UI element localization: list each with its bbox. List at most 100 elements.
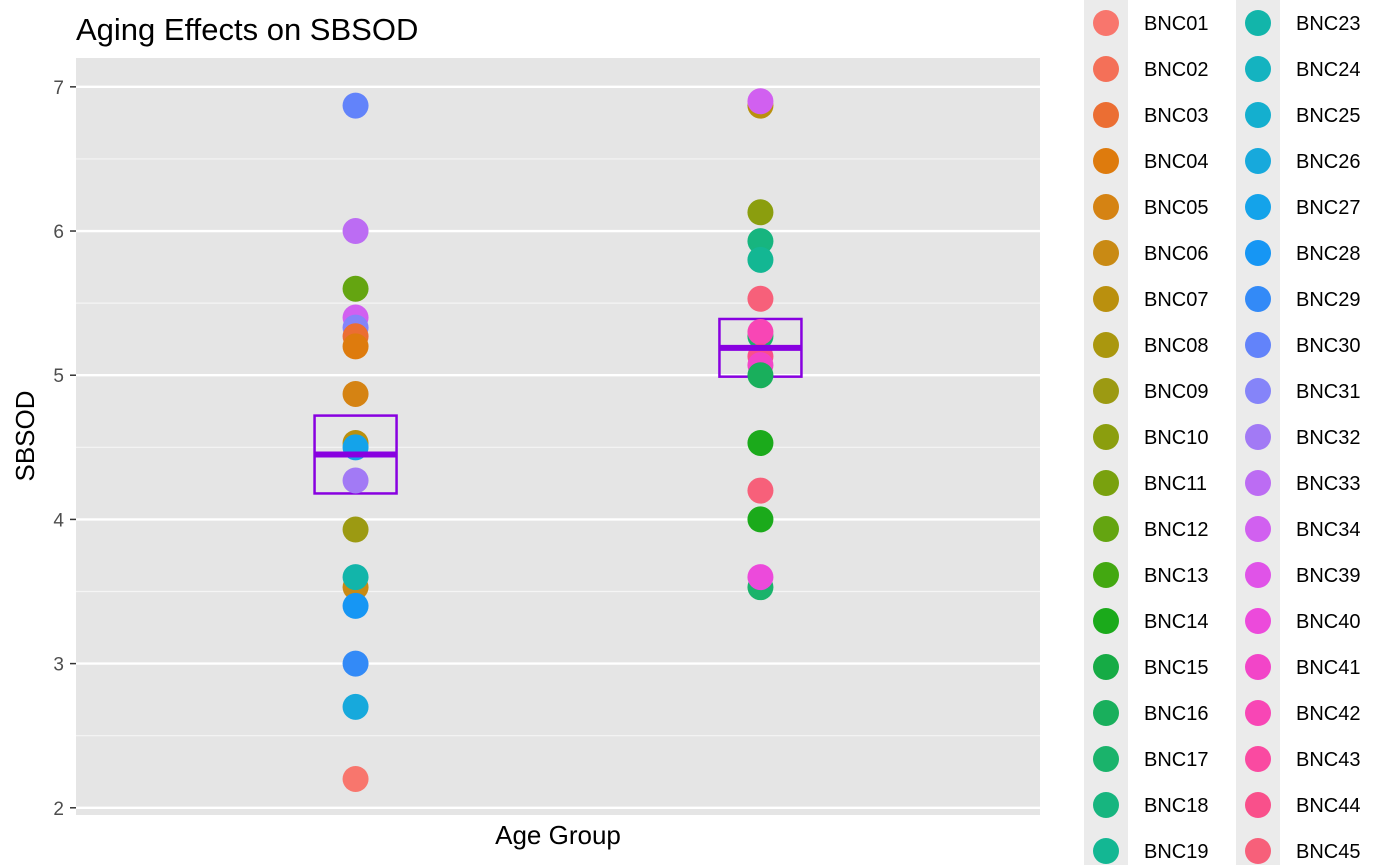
data-point [342,765,369,792]
legend-label: BNC29 [1296,289,1360,311]
legend-key [1245,608,1271,634]
legend-label: BNC31 [1296,381,1360,403]
legend-key [1245,332,1271,358]
data-point [747,246,774,273]
y-tick-label: 3 [53,655,64,676]
data-point [342,218,369,245]
legend-label: BNC42 [1296,703,1360,725]
legend-label: BNC16 [1144,703,1208,725]
legend-label: BNC05 [1144,197,1208,219]
data-point [747,318,774,345]
data-point [747,564,774,591]
legend-key [1245,792,1271,818]
legend-key [1093,792,1119,818]
legend-label: BNC25 [1296,105,1360,127]
legend-key [1093,102,1119,128]
legend-key [1093,10,1119,36]
legend-key [1245,378,1271,404]
legend-label: BNC15 [1144,657,1208,679]
legend-key [1245,838,1271,864]
y-tick-label: 6 [53,222,64,243]
legend-key [1245,148,1271,174]
data-point [342,564,369,591]
legend-label: BNC10 [1144,427,1208,449]
legend-label: BNC24 [1296,59,1360,81]
legend-key [1245,286,1271,312]
gridlines [76,85,1040,809]
legend-key [1093,424,1119,450]
legend-label: BNC26 [1296,151,1360,173]
legend-label: BNC39 [1296,565,1360,587]
chart-title: Aging Effects on SBSOD [76,12,418,47]
legend-key [1093,700,1119,726]
legend-key [1093,654,1119,680]
y-axis: 2 3 4 5 6 7 [53,78,76,820]
data-point [747,88,774,115]
legend-label: BNC30 [1296,335,1360,357]
legend-label: BNC07 [1144,289,1208,311]
legend-label: BNC18 [1144,795,1208,817]
data-point [747,362,774,389]
legend-key [1245,240,1271,266]
legend-label: BNC09 [1144,381,1208,403]
legend-label: BNC32 [1296,427,1360,449]
legend-key [1093,378,1119,404]
legend-key [1093,562,1119,588]
y-tick-label: 4 [53,510,64,531]
data-point [342,693,369,720]
legend-key [1093,286,1119,312]
legend-key [1093,470,1119,496]
data-point [342,275,369,302]
legend-label: BNC06 [1144,243,1208,265]
y-axis-title: SBSOD [10,390,40,481]
legend-key [1093,746,1119,772]
data-point [342,380,369,407]
legend-label: BNC03 [1144,105,1208,127]
data-point [747,477,774,504]
legend-label: BNC02 [1144,59,1208,81]
legend-key [1093,194,1119,220]
y-tick-label: 7 [53,78,64,99]
legend-label: BNC41 [1296,657,1360,679]
legend-label: BNC40 [1296,611,1360,633]
legend-label: BNC23 [1296,13,1360,35]
legend-key [1245,700,1271,726]
legend-key [1093,332,1119,358]
legend-label: BNC45 [1296,841,1360,863]
data-point [747,199,774,226]
y-tick-label: 2 [53,799,64,820]
data-point [342,333,369,360]
legend-key [1093,608,1119,634]
legend-label: BNC28 [1296,243,1360,265]
data-point [342,592,369,619]
legend-key [1245,102,1271,128]
legend-key [1093,516,1119,542]
y-tick-label: 5 [53,366,64,387]
legend-label: BNC11 [1144,473,1207,495]
legend: BNC01 BNC02 BNC03 BNC04 BNC05 BNC06 BNC07 BNC08… [1084,0,1360,865]
legend-key [1245,10,1271,36]
legend-key [1245,194,1271,220]
legend-key [1245,516,1271,542]
data-point [342,467,369,494]
data-point [342,92,369,119]
legend-key [1093,56,1119,82]
mean-lines [314,344,802,458]
legend-label: BNC34 [1296,519,1360,541]
data-point [342,516,369,543]
data-points [342,88,774,792]
legend-label: BNC01 [1144,13,1208,35]
legend-label: BNC44 [1296,795,1360,817]
legend-key [1245,470,1271,496]
legend-label: BNC33 [1296,473,1360,495]
legend-key [1245,56,1271,82]
legend-label: BNC43 [1296,749,1360,771]
legend-label: BNC27 [1296,197,1360,219]
legend-label: BNC14 [1144,611,1208,633]
legend-key [1093,148,1119,174]
legend-label: BNC13 [1144,565,1208,587]
data-point [747,506,774,533]
legend-label: BNC08 [1144,335,1208,357]
x-axis-title: Age Group [495,820,621,850]
